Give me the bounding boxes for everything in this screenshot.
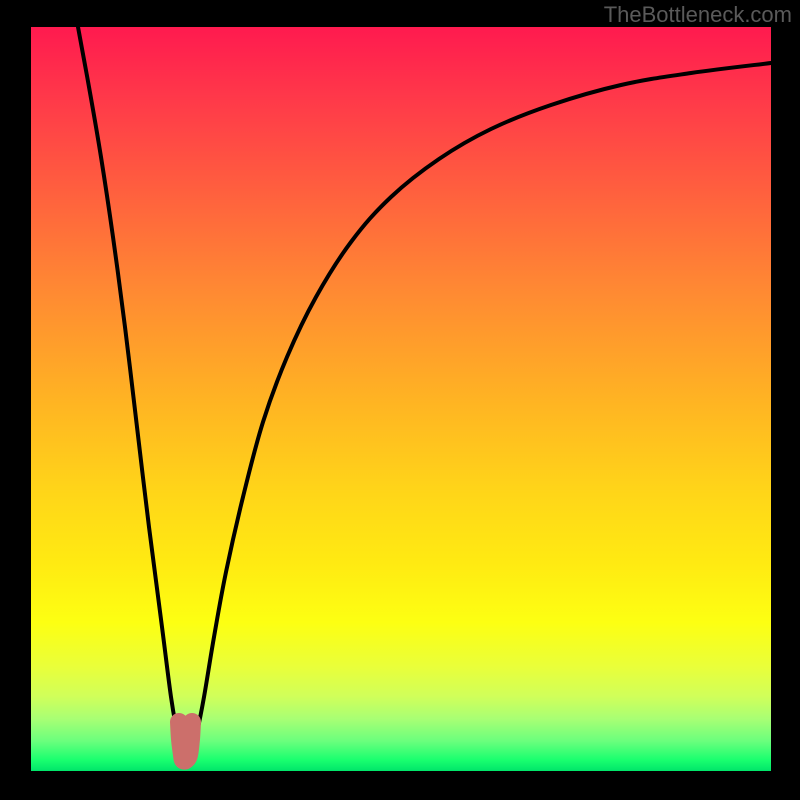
plot-svg bbox=[31, 27, 771, 771]
valley-marker bbox=[179, 722, 192, 761]
chart-container: TheBottleneck.com bbox=[0, 0, 800, 800]
watermark-label: TheBottleneck.com bbox=[604, 2, 792, 28]
gradient-background bbox=[31, 27, 771, 771]
